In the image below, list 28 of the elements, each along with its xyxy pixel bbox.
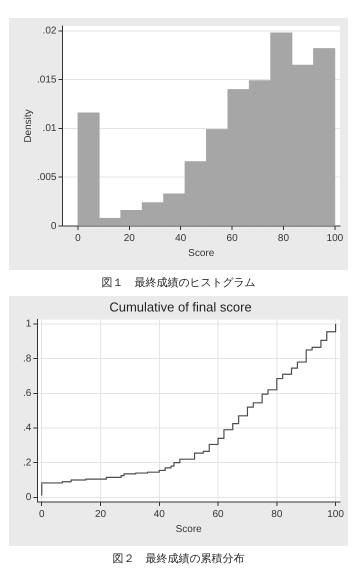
caption: 図２ 最終成績の累積分布 — [112, 551, 246, 566]
x-tick-label: 20 — [124, 232, 136, 244]
x-tick-label: 80 — [278, 232, 290, 244]
y-tick-label: .005 — [36, 172, 57, 183]
x-tick-label: 40 — [175, 232, 187, 244]
x-tick-label: 40 — [154, 508, 166, 520]
y-tick-label: .4 — [22, 422, 32, 434]
y-tick-label: .6 — [22, 388, 32, 400]
y-tick-label: 0 — [50, 220, 57, 232]
x-tick-label: 100 — [327, 508, 344, 520]
y-axis-title: Density — [22, 109, 34, 143]
y-tick-label: .015 — [36, 74, 57, 86]
y-tick-label: .02 — [42, 26, 57, 37]
x-tick-label: 20 — [94, 508, 107, 520]
x-tick-label: 80 — [271, 508, 283, 520]
y-tick-label: .01 — [42, 123, 57, 134]
y-tick-label: 1 — [26, 318, 32, 330]
caption: 図１ 最終成績のヒストグラム — [100, 275, 256, 290]
y-tick-label: .8 — [22, 353, 32, 364]
chart-title: Cumulative of final score — [109, 299, 252, 314]
x-tick-label: 60 — [226, 232, 238, 244]
x-axis-title: Score — [176, 524, 202, 535]
x-axis-title: Score — [188, 248, 215, 259]
y-tick-label: 0 — [26, 492, 32, 504]
x-tick-label: 60 — [212, 508, 224, 520]
x-tick-label: 0 — [75, 232, 82, 244]
x-tick-label: 100 — [326, 232, 344, 244]
y-tick-label: .2 — [22, 457, 32, 468]
